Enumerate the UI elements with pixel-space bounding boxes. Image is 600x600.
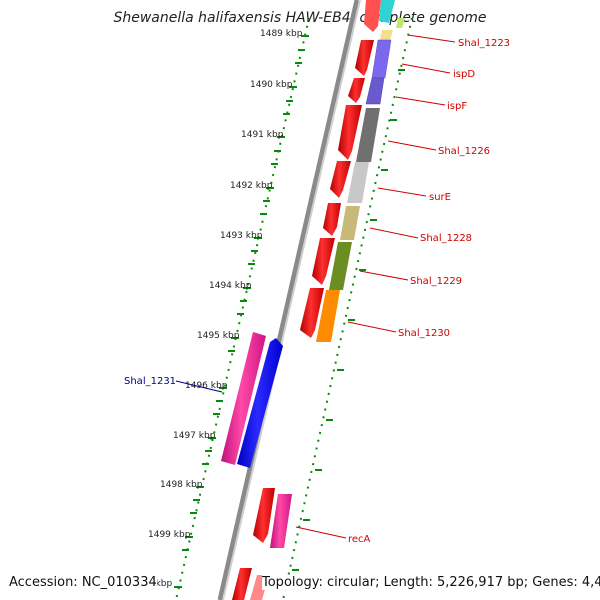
tick-label: 1497 kbp — [173, 431, 216, 441]
gene-arrow-shal-1231-blue[interactable] — [237, 338, 283, 468]
gene-arrow[interactable] — [323, 203, 341, 236]
gene-label-shal-1226[interactable]: Shal_1226 — [438, 146, 490, 157]
gene-arrow[interactable] — [312, 238, 335, 285]
ruler-ticks — [174, 35, 309, 588]
gene-label-ispf[interactable]: ispF — [447, 101, 467, 112]
gene-label-reca[interactable]: recA — [348, 534, 371, 545]
gene-label-sure[interactable]: surE — [429, 192, 451, 203]
gene-arrow[interactable] — [379, 0, 395, 23]
gene-label-shal-1229[interactable]: Shal_1229 — [410, 276, 462, 287]
tick-label: 1491 kbp — [241, 130, 284, 140]
tick-label: 1499 kbp — [148, 530, 191, 540]
gene-arrow[interactable] — [380, 30, 393, 40]
gene-arrow[interactable] — [232, 568, 252, 600]
gene-arrow[interactable] — [348, 78, 365, 103]
ruler-dotted-line-inner — [282, 17, 413, 600]
genome-backbone-shadow — [222, 0, 361, 600]
gene-label-shal-1230[interactable]: Shal_1230 — [398, 328, 450, 339]
gene-arrow[interactable] — [300, 288, 324, 338]
gene-arrow[interactable] — [253, 488, 275, 543]
accession-text: Accession: NC_010334 — [9, 575, 157, 590]
gene-label-shal-1223[interactable]: Shal_1223 — [458, 38, 510, 49]
gene-arrow[interactable] — [355, 40, 374, 76]
label-connectors — [295, 34, 456, 539]
forward-strand-genes — [232, 40, 374, 600]
gene-block-ispf[interactable] — [365, 77, 385, 105]
gene-block-reca[interactable] — [270, 494, 292, 548]
gene-arrow[interactable] — [338, 105, 362, 160]
inner-ticks — [292, 69, 405, 571]
tick-label: 1490 kbp — [250, 80, 293, 90]
ruler-labels: 1489 kbp 1490 kbp 1491 kbp 1492 kbp 1493… — [147, 29, 303, 589]
gene-block-shal-1229[interactable] — [329, 242, 352, 290]
label-connector-shal-1231 — [175, 380, 223, 393]
gene-block-ispd[interactable] — [371, 39, 392, 79]
gene-block-shal-1230[interactable] — [316, 290, 340, 342]
gene-block-sure[interactable] — [347, 162, 369, 203]
tick-label: 0 kbp — [147, 579, 173, 589]
gene-arrow-shal-1231-pink[interactable] — [221, 332, 266, 465]
tick-label: 1494 kbp — [209, 281, 252, 291]
colored-genes — [250, 39, 392, 600]
tick-label: 1496 kbp — [185, 381, 228, 391]
gene-arrow[interactable] — [396, 18, 405, 28]
gene-arrow[interactable] — [330, 161, 351, 198]
gene-label-shal-1228[interactable]: Shal_1228 — [420, 233, 472, 244]
gene-label-ispd[interactable]: ispD — [453, 69, 475, 80]
tick-label: 1493 kbp — [220, 231, 263, 241]
gene-arrow[interactable] — [364, 0, 381, 32]
gene-label-shal-1231[interactable]: Shal_1231 — [124, 376, 176, 387]
ruler-dotted-line-outer — [175, 17, 310, 600]
tick-label: 1495 kbp — [197, 331, 240, 341]
tick-label: 1492 kbp — [230, 181, 273, 191]
map-title: Shewanella halifaxensis HAW-EB4, complet… — [113, 10, 487, 26]
genome-backbone — [217, 0, 360, 600]
gene-block-shal-1228[interactable] — [340, 206, 360, 240]
tick-label: 1498 kbp — [160, 480, 203, 490]
topology-text: Topology: circular; Length: 5,226,917 bp… — [262, 575, 600, 590]
gene-block-shal-1226[interactable] — [356, 108, 380, 162]
tick-label: 1489 kbp — [260, 29, 303, 39]
gene-labels: Shal_1223 ispD ispF Shal_1226 surE Shal_… — [124, 38, 510, 545]
